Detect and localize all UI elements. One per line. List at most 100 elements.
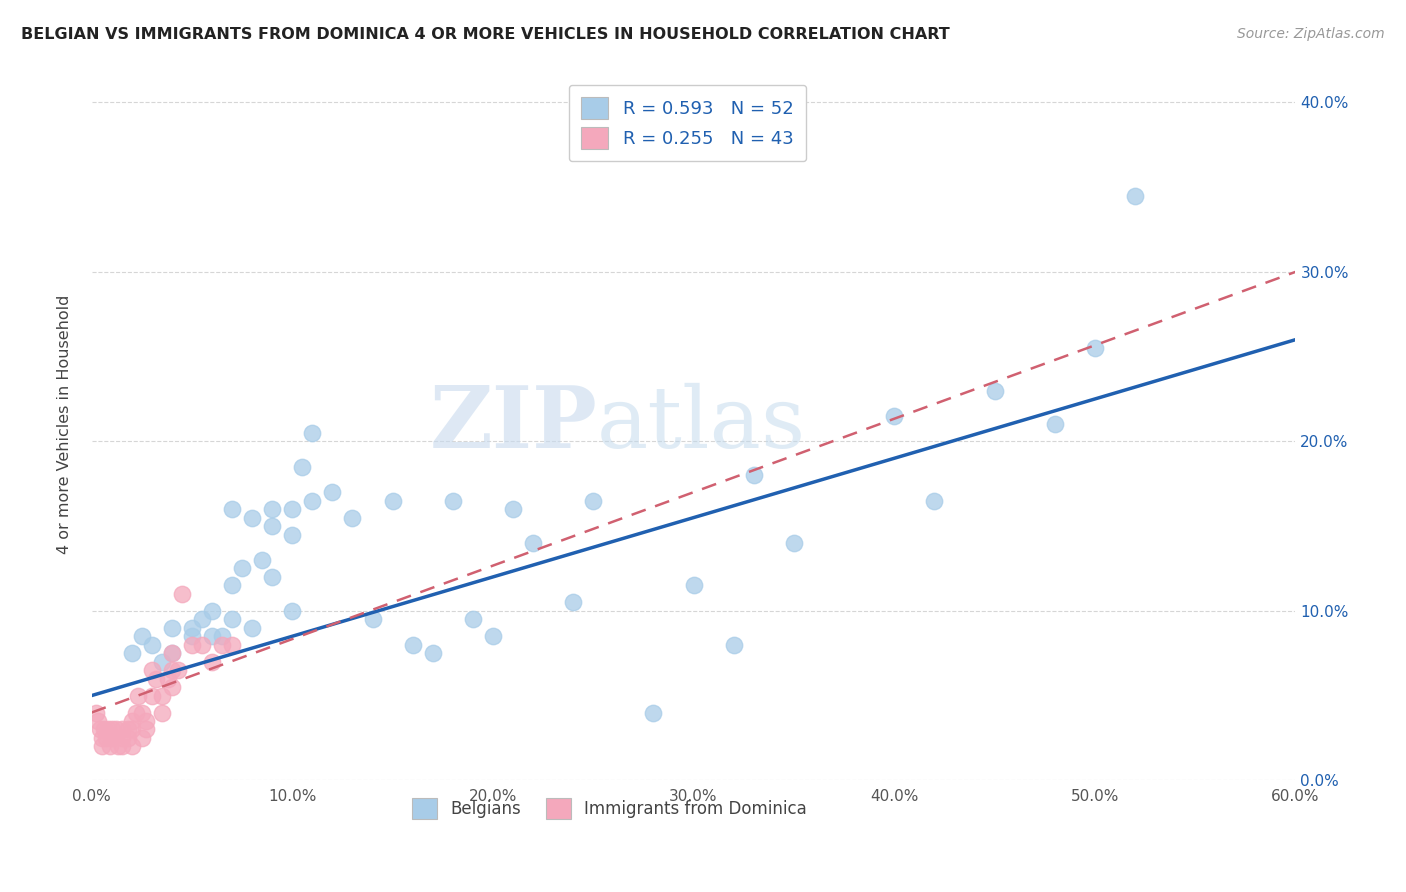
Point [682,578,704,592]
Point [742,468,765,483]
Point [250,553,273,567]
Point [89,723,111,737]
Point [94,731,117,745]
Point [141,689,163,703]
Point [86,714,108,728]
Point [783,536,806,550]
Point [160,646,183,660]
Point [441,493,464,508]
Point [201,655,224,669]
Point [221,502,243,516]
Point [1123,188,1146,202]
Point [291,459,314,474]
Legend: Belgians, Immigrants from Dominica: Belgians, Immigrants from Dominica [405,792,814,825]
Point [111,723,134,737]
Point [1084,341,1107,355]
Point [522,536,544,550]
Y-axis label: 4 or more Vehicles in Household: 4 or more Vehicles in Household [58,294,72,554]
Point [135,714,157,728]
Point [181,621,204,635]
Point [121,714,143,728]
Point [125,706,148,720]
Point [502,502,524,516]
Point [461,612,484,626]
Text: atlas: atlas [598,383,807,466]
Point [121,739,143,754]
Point [131,731,153,745]
Point [160,646,183,660]
Point [131,629,153,643]
Text: ZIP: ZIP [429,383,598,467]
Point [170,587,193,601]
Point [150,689,173,703]
Point [84,706,107,720]
Point [181,638,204,652]
Point [117,731,139,745]
Point [90,731,112,745]
Point [201,604,224,618]
Point [281,527,304,541]
Point [883,409,905,423]
Point [156,672,179,686]
Point [262,570,284,584]
Point [104,723,127,737]
Point [111,731,134,745]
Point [582,493,605,508]
Point [983,384,1005,398]
Point [262,519,284,533]
Point [111,739,134,754]
Text: BELGIAN VS IMMIGRANTS FROM DOMINICA 4 OR MORE VEHICLES IN HOUSEHOLD CORRELATION : BELGIAN VS IMMIGRANTS FROM DOMINICA 4 OR… [21,27,950,42]
Point [145,672,167,686]
Point [262,502,284,516]
Point [201,629,224,643]
Point [191,612,214,626]
Point [361,612,384,626]
Point [117,723,139,737]
Point [150,706,173,720]
Point [191,638,214,652]
Point [98,739,121,754]
Point [150,655,173,669]
Point [107,739,129,754]
Point [100,723,122,737]
Point [167,663,190,677]
Point [381,493,404,508]
Point [127,689,149,703]
Point [97,723,120,737]
Point [643,706,665,720]
Point [301,493,323,508]
Point [221,638,243,652]
Point [281,604,304,618]
Point [100,731,122,745]
Point [221,612,243,626]
Point [160,663,183,677]
Point [93,723,115,737]
Point [240,621,263,635]
Point [211,638,233,652]
Point [1043,417,1066,432]
Point [281,502,304,516]
Text: Source: ZipAtlas.com: Source: ZipAtlas.com [1237,27,1385,41]
Point [131,706,153,720]
Point [221,578,243,592]
Point [231,561,253,575]
Point [482,629,505,643]
Point [90,739,112,754]
Point [141,663,163,677]
Point [924,493,946,508]
Point [211,629,233,643]
Point [240,510,263,524]
Point [160,621,183,635]
Point [422,646,444,660]
Point [401,638,423,652]
Point [121,723,143,737]
Point [160,680,183,694]
Point [342,510,364,524]
Point [141,638,163,652]
Point [723,638,745,652]
Point [135,723,157,737]
Point [301,425,323,440]
Point [181,629,204,643]
Point [321,485,343,500]
Point [562,595,585,609]
